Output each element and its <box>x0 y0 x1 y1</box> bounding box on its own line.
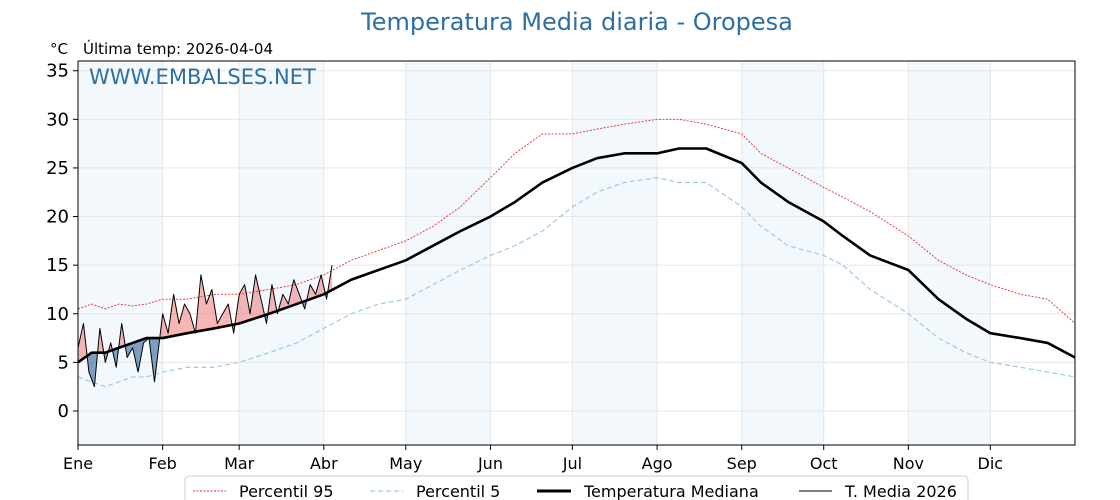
y-tick-label: 0 <box>58 401 69 422</box>
month-bands <box>78 61 991 445</box>
x-tick-label-may: May <box>389 454 422 473</box>
y-tick-label: 10 <box>46 304 69 325</box>
y-tick-label: 30 <box>46 109 69 130</box>
legend-label-median: Temperatura Mediana <box>583 482 759 500</box>
series-line-2 <box>77 147 1076 364</box>
x-tick-label-feb: Feb <box>149 454 177 473</box>
x-axis-ticks: Ene Feb Mar Abr May Jun Jul Ago Sep Oct Nov Dic <box>63 445 1003 473</box>
y-axis-ticks: 0 5 10 15 20 25 30 35 <box>46 61 78 422</box>
x-tick-label-abr: Abr <box>310 454 338 473</box>
x-tick-label-mar: Mar <box>224 454 255 473</box>
y-tick-label: 25 <box>46 158 69 179</box>
anomaly-fill <box>222 304 229 327</box>
series-line-3 <box>77 265 333 388</box>
anomaly-fill <box>255 274 262 319</box>
legend-box <box>184 475 969 500</box>
anomaly-fill <box>282 294 289 309</box>
legend-label-p95: Percentil 95 <box>239 482 334 500</box>
anomaly-fill <box>293 279 300 306</box>
y-tick-label: 15 <box>46 255 69 276</box>
month-band-nov <box>908 61 991 445</box>
anomaly-fill <box>88 352 95 387</box>
month-band-ene <box>78 61 163 445</box>
x-tick-label-ene: Ene <box>63 454 93 473</box>
legend: Percentil 95 Percentil 5 Temperatura Med… <box>184 475 969 500</box>
anomaly-fill <box>206 289 212 330</box>
y-axis-unit: °C <box>50 40 68 58</box>
series-line-1 <box>77 177 1076 388</box>
series-lines <box>77 118 1076 388</box>
last-update-label: Última temp: 2026-04-04 <box>83 39 273 58</box>
y-tick-label: 5 <box>58 352 69 373</box>
legend-label-2026: T. Media 2026 <box>844 482 957 500</box>
x-tick-label-jul: Jul <box>562 454 582 473</box>
month-band-jul <box>572 61 658 445</box>
anomaly-fill <box>217 313 223 328</box>
month-band-sep <box>741 61 824 445</box>
anomaly-fill <box>78 323 84 363</box>
plot-frame <box>77 60 1076 446</box>
anomaly-fill <box>173 294 180 336</box>
series-line-0 <box>77 118 1076 324</box>
month-band-mar <box>239 61 324 445</box>
x-tick-label-dic: Dic <box>978 454 1004 473</box>
anomaly-fill <box>310 284 316 300</box>
watermark: WWW.EMBALSES.NET <box>89 65 316 89</box>
x-tick-label-ago: Ago <box>642 454 673 473</box>
y-tick-label: 35 <box>46 61 69 82</box>
chart-title: Temperatura Media diaria - Oropesa <box>360 8 793 36</box>
y-tick-label: 20 <box>46 207 69 228</box>
anomaly-fill <box>200 274 207 331</box>
x-tick-label-sep: Sep <box>727 454 757 473</box>
legend-label-p5: Percentil 5 <box>416 482 500 500</box>
anomaly-fill <box>179 304 185 335</box>
x-tick-label-oct: Oct <box>810 454 838 473</box>
anomaly-fill <box>127 342 133 358</box>
x-tick-label-jun: Jun <box>477 454 503 473</box>
x-tick-label-nov: Nov <box>893 454 924 473</box>
